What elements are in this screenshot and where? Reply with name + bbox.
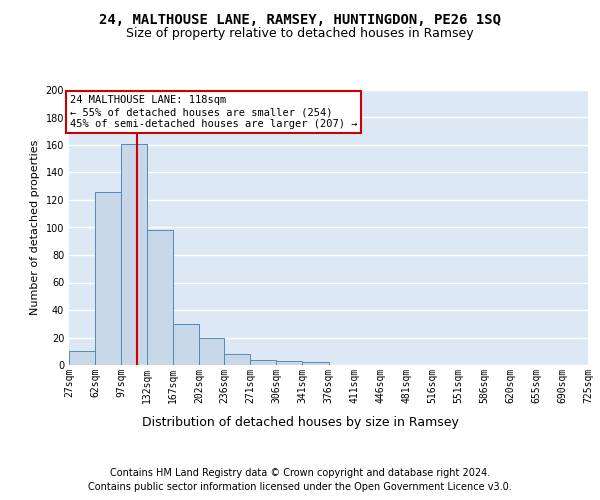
Bar: [277, 361, 302, 365]
Bar: [95, 192, 121, 365]
Text: Distribution of detached houses by size in Ramsey: Distribution of detached houses by size …: [142, 416, 458, 429]
Text: 24 MALTHOUSE LANE: 118sqm
← 55% of detached houses are smaller (254)
45% of semi: 24 MALTHOUSE LANE: 118sqm ← 55% of detac…: [70, 96, 357, 128]
Text: Size of property relative to detached houses in Ramsey: Size of property relative to detached ho…: [126, 28, 474, 40]
Text: 24, MALTHOUSE LANE, RAMSEY, HUNTINGDON, PE26 1SQ: 24, MALTHOUSE LANE, RAMSEY, HUNTINGDON, …: [99, 12, 501, 26]
Bar: [121, 144, 147, 365]
Bar: [199, 338, 224, 365]
Bar: [250, 360, 277, 365]
Bar: [302, 362, 329, 365]
Text: Contains HM Land Registry data © Crown copyright and database right 2024.: Contains HM Land Registry data © Crown c…: [110, 468, 490, 477]
Bar: [69, 351, 95, 365]
Text: Contains public sector information licensed under the Open Government Licence v3: Contains public sector information licen…: [88, 482, 512, 492]
Bar: [173, 324, 199, 365]
Y-axis label: Number of detached properties: Number of detached properties: [30, 140, 40, 315]
Bar: [224, 354, 250, 365]
Bar: [147, 230, 173, 365]
